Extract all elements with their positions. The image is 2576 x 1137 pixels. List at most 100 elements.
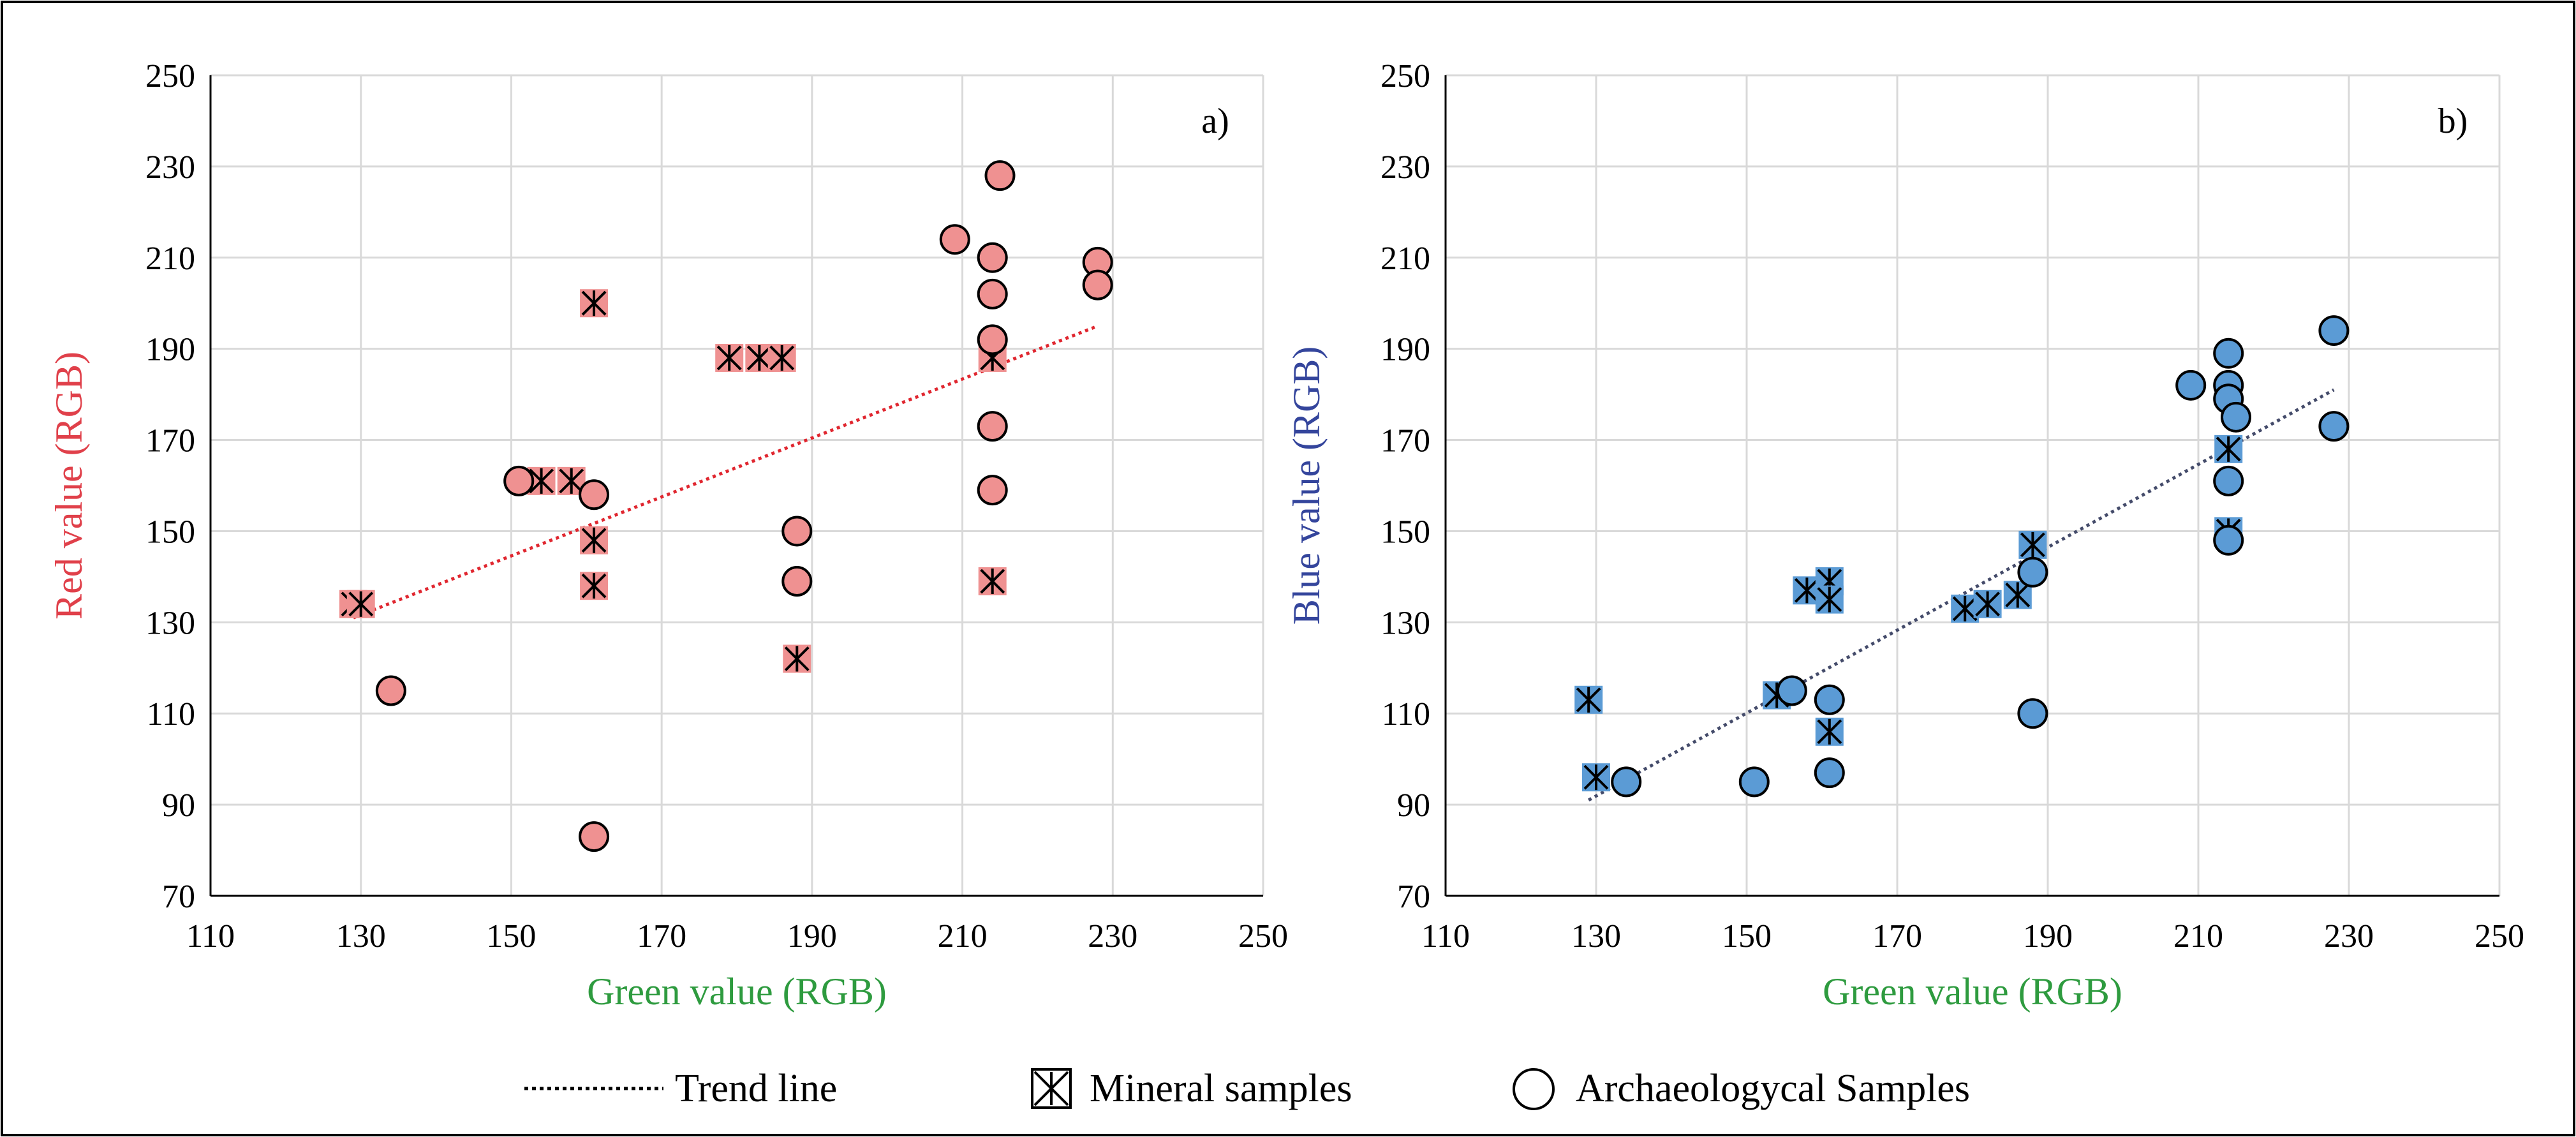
mineral-point-b [2018, 530, 2047, 559]
archaeo-point-b [1814, 757, 1845, 789]
archaeo-point-b [2017, 556, 2048, 588]
archaeo-point-b [2175, 369, 2207, 401]
mineral-point-b [1815, 717, 1844, 746]
archaeo-point-b [1814, 684, 1845, 715]
archaeo-point-b [2213, 524, 2244, 556]
mineral-point-a [580, 289, 609, 318]
y-tick-label-b: 170 [1381, 423, 1430, 459]
archaeo-point-a [977, 475, 1008, 506]
x-axis-title-a: Green value (RGB) [587, 970, 887, 1013]
mineral-point-a [715, 343, 744, 372]
plot-area-b [1446, 75, 2499, 896]
x-tick-label-b: 230 [2324, 918, 2374, 955]
mineral-point-b [1574, 685, 1603, 714]
x-tick-label-a: 230 [1088, 918, 1137, 955]
archaeo-point-b [2213, 338, 2244, 369]
x-tick-label-a: 170 [637, 918, 686, 955]
x-tick-label-a: 250 [1238, 918, 1288, 955]
trend-line-b [1587, 388, 2335, 802]
archaeo-point-b [2213, 465, 2244, 496]
archaeo-point-a [579, 479, 610, 510]
panel-b: 70 90 110 130 150 170 190 210 230 250 110 130 150 170… [1285, 58, 2524, 1013]
archaeo-point-a [375, 675, 406, 706]
y-tick-label-a: 130 [145, 605, 195, 641]
legend-trend-label: Trend line [675, 1067, 837, 1110]
y-tick-label-b: 230 [1381, 149, 1430, 186]
x-tick-label-a: 210 [938, 918, 988, 955]
archaeo-point-a [503, 465, 535, 496]
y-tick-label-b: 150 [1381, 514, 1430, 550]
archaeo-point-a [781, 566, 813, 597]
legend-trend: Trend line [524, 1067, 837, 1110]
y-tick-label-b: 110 [1382, 696, 1430, 732]
mineral-point-a [580, 526, 609, 554]
y-tick-label-a: 150 [145, 514, 195, 550]
x-tick-label-b: 110 [1421, 918, 1470, 955]
mineral-point-a [580, 572, 609, 600]
archaeo-point-a [977, 411, 1008, 442]
y-tick-label-a: 70 [162, 879, 195, 915]
archaeo-point-a [977, 242, 1008, 273]
y-tick-label-b: 190 [1381, 332, 1430, 368]
x-tick-label-a: 110 [186, 918, 235, 955]
archaeo-point-a [579, 821, 610, 852]
y-tick-label-a: 230 [145, 149, 195, 186]
archaeo-point-a [939, 224, 970, 255]
archaeo-point-b [1776, 675, 1807, 706]
archaeo-point-b [1611, 766, 1642, 798]
mineral-point-a [346, 590, 375, 618]
archaeo-point-b [2318, 315, 2350, 346]
y-axis-title-b: Blue value (RGB) [1285, 346, 1328, 625]
y-tick-label-a: 110 [147, 696, 195, 732]
archaeo-point-a [984, 160, 1016, 191]
y-tick-label-b: 70 [1397, 879, 1430, 915]
mineral-point-b [1815, 585, 1844, 614]
archaeo-marker-icon [1513, 1068, 1555, 1110]
x-axis-title-b: Green value (RGB) [1823, 970, 2122, 1013]
legend-archaeo-label: Archaeologycal Samples [1576, 1067, 1970, 1110]
archaeo-point-a [1082, 269, 1113, 301]
panel-label-b: b) [2438, 101, 2468, 141]
archaeo-point-a [977, 278, 1008, 309]
x-tick-label-b: 210 [2173, 918, 2223, 955]
archaeo-point-b [2221, 401, 2251, 433]
y-tick-label-b: 130 [1381, 605, 1430, 641]
x-tick-label-a: 190 [787, 918, 837, 955]
y-tick-label-a: 250 [145, 58, 195, 94]
mineral-point-a [978, 567, 1007, 596]
x-tick-label-b: 190 [2023, 918, 2073, 955]
legend: Trend line Mineral samples Archaeologyca… [524, 1067, 1970, 1110]
mineral-point-b [1973, 590, 2002, 618]
legend-mineral-label: Mineral samples [1090, 1067, 1352, 1110]
y-tick-label-b: 90 [1397, 787, 1430, 824]
mineral-point-b [2214, 435, 2243, 463]
archaeo-point-b [1738, 766, 1770, 798]
y-tick-label-a: 90 [162, 787, 195, 824]
archaeo-point-a [781, 516, 813, 547]
y-tick-label-a: 170 [145, 423, 195, 459]
archaeo-point-b [2017, 698, 2048, 729]
x-tick-label-a: 130 [336, 918, 386, 955]
x-tick-label-b: 150 [1722, 918, 1772, 955]
x-tick-label-b: 250 [2475, 918, 2524, 955]
mineral-point-a [767, 343, 796, 372]
mineral-marker-icon [1031, 1068, 1072, 1109]
archaeo-point-b [2318, 411, 2350, 442]
x-tick-label-b: 170 [1872, 918, 1922, 955]
panel-a: 70 90 110 130 150 170 190 210 230 250 110 130 150 170… [48, 58, 1288, 1013]
y-tick-label-b: 210 [1381, 241, 1430, 277]
panel-label-a: a) [1201, 101, 1229, 141]
y-tick-label-b: 250 [1381, 58, 1430, 94]
mineral-point-b [2003, 581, 2032, 609]
y-tick-label-a: 210 [145, 241, 195, 277]
plot-area-a [211, 75, 1263, 896]
legend-archaeo: Archaeologycal Samples [1513, 1067, 1970, 1110]
legend-mineral: Mineral samples [1031, 1067, 1352, 1110]
x-tick-label-a: 150 [486, 918, 536, 955]
archaeo-point-a [977, 324, 1008, 355]
x-tick-label-b: 130 [1571, 918, 1621, 955]
y-axis-title-a: Red value (RGB) [48, 352, 90, 620]
y-tick-label-a: 190 [145, 332, 195, 368]
mineral-point-b [1582, 763, 1610, 792]
